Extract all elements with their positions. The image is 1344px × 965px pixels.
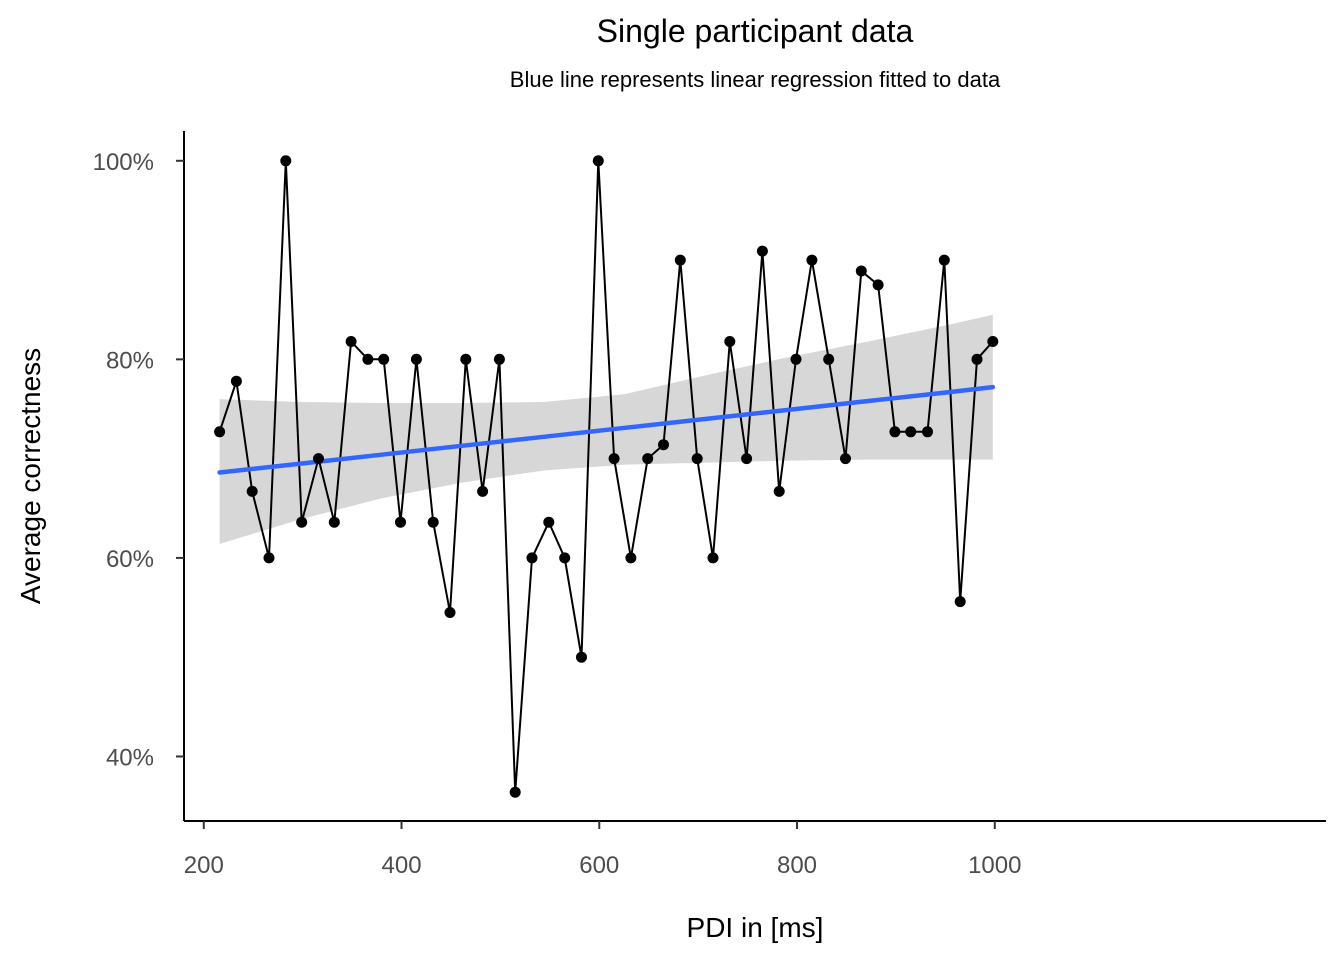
data-point [707,552,719,564]
x-tick-label: 800 [777,852,817,879]
data-point [642,453,654,465]
data-point [543,516,555,528]
data-point [971,353,983,365]
plot-area: 40% 60% 80% 100% 200 400 600 800 1000 [93,131,1326,879]
data-point [954,596,966,608]
data-point [345,336,357,347]
y-tick-label: 40% [106,744,154,771]
data-point [889,426,901,438]
x-tick-label: 400 [382,852,422,879]
chart-title: Single participant data [597,13,914,49]
data-point [493,353,505,365]
data-point [378,353,390,365]
data-point [806,254,818,266]
data-point [230,375,242,387]
data-point [823,353,835,365]
data-point [658,439,669,451]
data-point [905,426,917,438]
data-point [246,485,258,497]
data-point [625,552,637,564]
data-point [395,516,406,528]
data-point [509,786,521,798]
data-point [938,254,950,266]
data-point [840,453,851,465]
data-point [773,485,785,497]
data-point [313,453,324,465]
data-point [922,426,933,438]
y-tick-label: 80% [106,347,154,374]
y-tick-label: 60% [106,546,154,573]
data-point [592,155,604,167]
data-point [608,453,620,465]
data-point [691,453,703,465]
data-point [410,353,422,365]
data-point [460,353,472,365]
data-point [362,353,374,365]
data-point [214,426,226,438]
data-point [756,245,768,257]
data-point [987,336,999,347]
x-tick-label: 200 [184,852,224,879]
data-point [790,353,802,365]
data-point [444,607,456,618]
data-point [741,453,753,465]
data-point [328,516,340,528]
data-point [872,279,884,291]
x-tick-label: 600 [579,852,619,879]
data-point [526,552,538,564]
data-point [280,155,292,167]
data-point [427,516,439,528]
data-point [724,336,736,347]
data-point [674,254,686,266]
regression-line [217,384,996,475]
y-axis-title: Average correctness [15,348,46,604]
data-point [263,552,275,564]
data-point [559,552,571,564]
data-point [296,516,308,528]
y-tick-label: 100% [93,149,154,176]
data-point [576,651,587,663]
chart-subtitle: Blue line represents linear regression f… [510,67,1001,92]
data-point [855,265,867,277]
x-tick-label: 1000 [968,852,1021,879]
x-axis-title: PDI in [ms] [687,912,824,943]
data-point [477,485,489,497]
